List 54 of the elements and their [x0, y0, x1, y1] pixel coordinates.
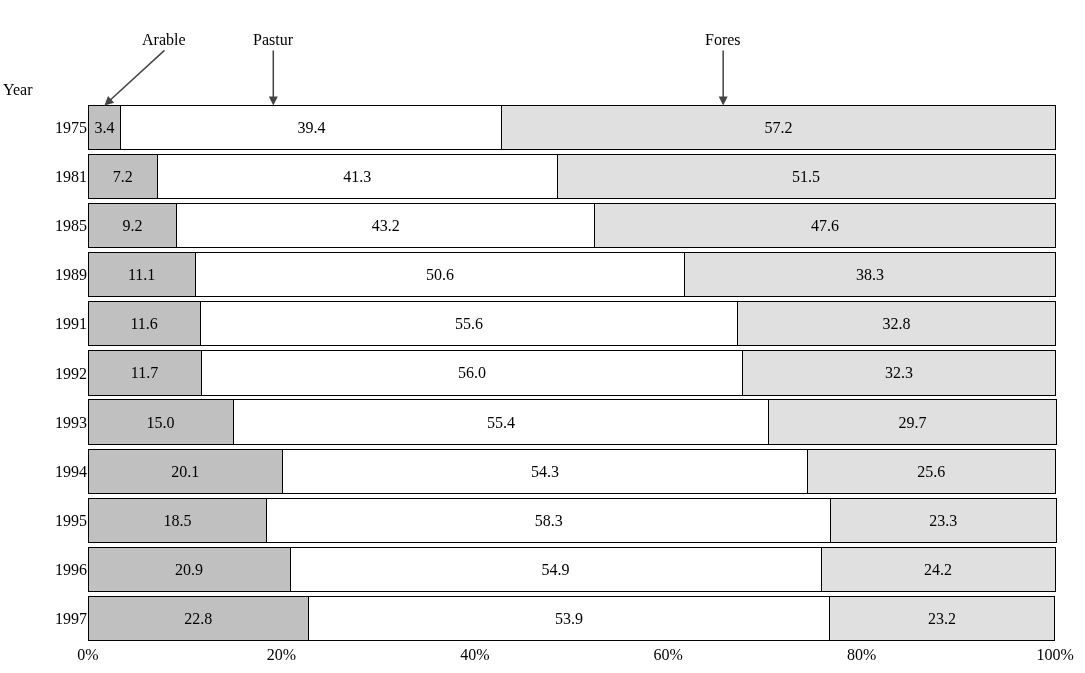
data-label: 57.2	[764, 118, 793, 136]
data-label: 47.6	[810, 217, 839, 235]
y-tick-label: 1996	[55, 560, 87, 578]
data-label: 50.6	[426, 266, 455, 284]
y-tick-label: 1985	[55, 217, 87, 235]
data-label: 56.0	[457, 364, 486, 382]
data-label: 20.1	[171, 462, 200, 480]
text: Pastur	[253, 31, 294, 48]
x-tick-label: 20%	[266, 646, 297, 663]
data-label: 11.1	[127, 266, 156, 284]
x-tick-label: 80%	[846, 646, 877, 663]
data-label: 24.2	[924, 560, 953, 578]
data-label: 29.7	[898, 413, 927, 431]
data-label: 39.4	[297, 118, 326, 136]
y-tick-label: 1992	[55, 364, 87, 382]
data-label: 55.6	[455, 315, 484, 333]
data-label: 53.9	[555, 609, 584, 627]
y-tick-label: 1975	[55, 119, 87, 137]
data-label: 32.3	[884, 364, 913, 382]
y-tick-label: 1991	[55, 315, 87, 333]
data-label: 25.6	[917, 462, 946, 480]
data-label: 20.9	[175, 560, 204, 578]
y-tick-label: 1997	[55, 610, 87, 628]
data-label: 51.5	[792, 168, 821, 186]
data-label: 32.8	[882, 315, 911, 333]
data-label: 43.2	[371, 217, 400, 235]
y-tick-label: 1995	[55, 511, 87, 529]
y-axis-title: Year	[3, 81, 34, 98]
data-label: 41.3	[343, 168, 372, 186]
data-label: 38.3	[855, 266, 884, 284]
data-label: 3.4	[94, 118, 115, 136]
x-tick-label: 60%	[653, 646, 683, 663]
x-tick-label: 40%	[460, 646, 490, 663]
y-tick-label: 1989	[55, 266, 87, 284]
data-label: 7.2	[112, 168, 133, 186]
data-label: 55.4	[486, 413, 515, 431]
data-label: 54.3	[530, 462, 559, 480]
data-label: 22.8	[184, 609, 213, 627]
data-label: 11.7	[130, 364, 159, 382]
data-label: 11.6	[130, 315, 158, 333]
y-tick-label: 1993	[55, 413, 87, 431]
data-label: 15.0	[146, 413, 175, 431]
data-label: 58.3	[534, 511, 563, 529]
data-label: 9.2	[122, 217, 143, 235]
data-label: 23.3	[929, 511, 958, 529]
data-label: 54.9	[541, 560, 570, 578]
y-tick-label: 1994	[55, 462, 87, 480]
x-tick-label: 0%	[77, 646, 99, 663]
text: Fores	[705, 31, 741, 48]
data-label: 23.2	[927, 609, 956, 627]
x-tick-label: 100%	[1036, 646, 1074, 663]
text: Arable	[142, 31, 186, 48]
data-label: 18.5	[163, 511, 192, 529]
y-tick-label: 1981	[55, 168, 87, 186]
